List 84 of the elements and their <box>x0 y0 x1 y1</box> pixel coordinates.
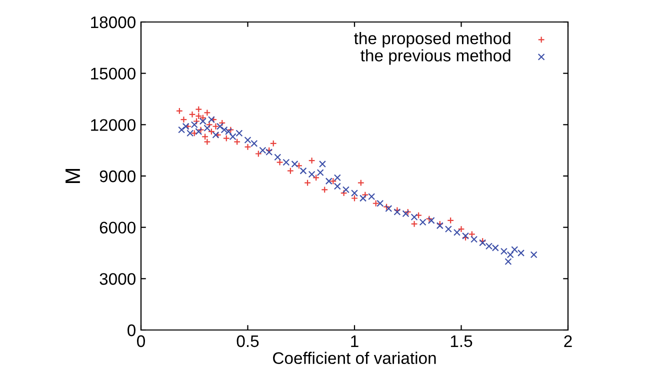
point <box>321 186 328 194</box>
point <box>186 130 194 137</box>
point <box>518 250 525 256</box>
point <box>334 182 341 190</box>
point <box>295 162 302 170</box>
point <box>362 191 369 198</box>
point <box>444 226 452 233</box>
y-tick-label: 18000 <box>91 16 136 28</box>
point <box>188 110 196 118</box>
x-tick-label: 1 <box>351 335 358 347</box>
point <box>351 194 358 202</box>
point <box>208 116 215 124</box>
point <box>318 160 326 168</box>
point <box>372 200 380 207</box>
x-axis-title: Coefficient of variation <box>273 352 436 364</box>
point <box>236 130 243 137</box>
point <box>234 138 241 146</box>
point <box>357 179 364 186</box>
point <box>300 167 307 174</box>
point <box>178 126 186 134</box>
point <box>176 107 183 114</box>
y-tick-label: 12000 <box>91 119 136 131</box>
point <box>229 133 236 140</box>
point <box>216 122 224 130</box>
point <box>250 140 258 147</box>
legend-label: the proposed method <box>354 32 510 48</box>
point <box>199 118 206 125</box>
point <box>325 178 332 185</box>
y-tick-label: 15000 <box>91 68 136 80</box>
point <box>180 116 188 124</box>
point <box>204 124 211 132</box>
point <box>468 230 476 238</box>
point <box>244 143 252 150</box>
point <box>190 121 198 128</box>
point <box>195 106 202 113</box>
point <box>330 178 337 185</box>
point <box>506 251 514 258</box>
point <box>316 169 324 176</box>
point <box>202 133 209 140</box>
point <box>340 190 348 197</box>
y-tick-label: 9000 <box>100 170 136 182</box>
point <box>415 212 422 219</box>
point <box>244 136 252 144</box>
point <box>312 174 320 182</box>
point <box>334 174 341 182</box>
point <box>218 119 226 126</box>
point <box>342 186 350 194</box>
point <box>470 236 478 243</box>
point <box>530 251 538 258</box>
point <box>453 228 460 236</box>
point <box>204 138 211 146</box>
point <box>254 150 262 158</box>
x-tick-label: 0.5 <box>236 335 259 348</box>
point <box>376 200 384 207</box>
point <box>270 140 277 147</box>
point <box>447 216 454 224</box>
y-tick-label: 0 <box>128 324 136 336</box>
point <box>500 248 508 255</box>
point <box>308 157 316 164</box>
point <box>368 193 376 200</box>
point <box>360 194 367 202</box>
point <box>419 218 426 226</box>
legend-label: the previous method <box>360 49 510 65</box>
x-tick-label: 0 <box>137 335 145 348</box>
point <box>308 170 316 178</box>
point <box>286 167 294 174</box>
y-axis-title: M <box>66 169 80 183</box>
point <box>276 158 284 166</box>
y-tick-label: 6000 <box>100 222 136 234</box>
point <box>274 154 282 161</box>
point <box>410 214 418 221</box>
point <box>458 226 465 233</box>
point <box>410 220 418 228</box>
point <box>291 160 298 168</box>
point <box>282 158 290 166</box>
x-tick-label: 1.5 <box>450 335 472 348</box>
point <box>351 190 358 197</box>
point <box>222 134 230 142</box>
point <box>304 179 312 186</box>
y-tick-label: 3000 <box>100 273 136 285</box>
x-tick-label: 2 <box>564 335 572 347</box>
point <box>504 258 512 266</box>
point <box>190 130 198 137</box>
point <box>511 246 518 254</box>
